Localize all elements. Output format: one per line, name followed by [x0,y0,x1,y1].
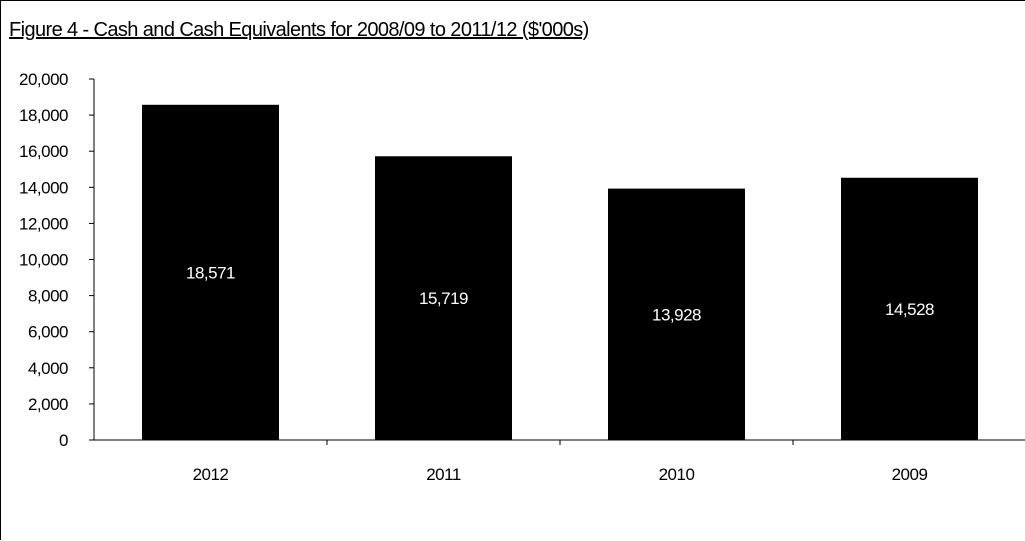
bar-2009 [841,177,978,440]
data-label-2010: 13,928 [652,305,701,324]
x-category-label: 2012 [193,465,229,484]
chart-bars [142,104,978,441]
chart-title: Figure 4 - Cash and Cash Equivalents for… [9,19,589,41]
y-tick-label: 18,000 [19,106,68,125]
y-tick-label: 8,000 [28,287,68,306]
x-category-label: 2009 [892,465,928,484]
data-label-2009: 14,528 [885,300,934,319]
x-category-label: 2010 [659,465,695,484]
y-tick-label: 20,000 [19,70,68,89]
data-label-2012: 18,571 [186,263,235,282]
bar-2011 [375,156,512,441]
y-tick-label: 6,000 [28,323,68,342]
y-tick-label: 12,000 [19,214,68,233]
x-category-label: 2011 [426,465,461,484]
y-tick-label: 2,000 [28,395,68,414]
y-tick-label: 4,000 [28,359,68,378]
chart-labels: 18,571 2012 15,719 2011 13,928 2010 14,528 2009 [186,263,935,484]
y-tick-label: 10,000 [19,251,68,270]
bar-2012 [142,104,279,440]
bar-2010 [608,188,745,440]
y-tick-label: 0 [59,431,68,450]
y-tick-label: 16,000 [19,142,68,161]
data-label-2011: 15,719 [419,289,468,308]
chart-axes: 0 2,000 4,000 6,000 8,000 10,000 12,000 14,000 1… [19,70,1025,450]
y-tick-label: 14,000 [19,178,68,197]
